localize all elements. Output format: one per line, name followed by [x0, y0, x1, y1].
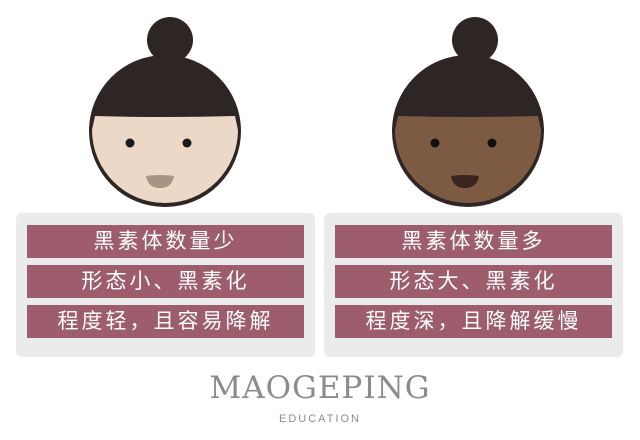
hair-bun	[452, 17, 498, 63]
right-eye	[487, 138, 497, 148]
dark-card-line-1: 黑素体数量多	[335, 225, 612, 258]
face-skin	[92, 116, 238, 203]
dark-skin-face-illustration	[383, 14, 553, 214]
brand-logo-text: MAOGEPING	[209, 370, 431, 406]
mouth	[146, 175, 174, 188]
dark-card-line-3: 程度深，且降解缓慢	[335, 305, 612, 338]
left-eye	[430, 138, 440, 148]
light-card-line-3: 程度轻，且容易降解	[27, 305, 304, 338]
right-eye	[182, 138, 192, 148]
face-skin	[395, 116, 541, 203]
left-eye	[125, 138, 135, 148]
hair-bun	[147, 17, 193, 63]
mouth	[451, 175, 479, 188]
light-skin-face-illustration	[80, 14, 250, 214]
dark-card-line-2: 形态大、黑素化	[335, 265, 612, 298]
light-skin-info-card: 黑素体数量少 形态小、黑素化 程度轻，且容易降解	[16, 213, 315, 357]
light-skin-face-svg	[89, 17, 241, 207]
brand-subtitle: EDUCATION	[279, 413, 361, 425]
dark-skin-info-card: 黑素体数量多 形态大、黑素化 程度深，且降解缓慢	[324, 213, 623, 357]
light-card-line-2: 形态小、黑素化	[27, 265, 304, 298]
light-card-line-1: 黑素体数量少	[27, 225, 304, 258]
dark-skin-face-svg	[392, 17, 544, 207]
